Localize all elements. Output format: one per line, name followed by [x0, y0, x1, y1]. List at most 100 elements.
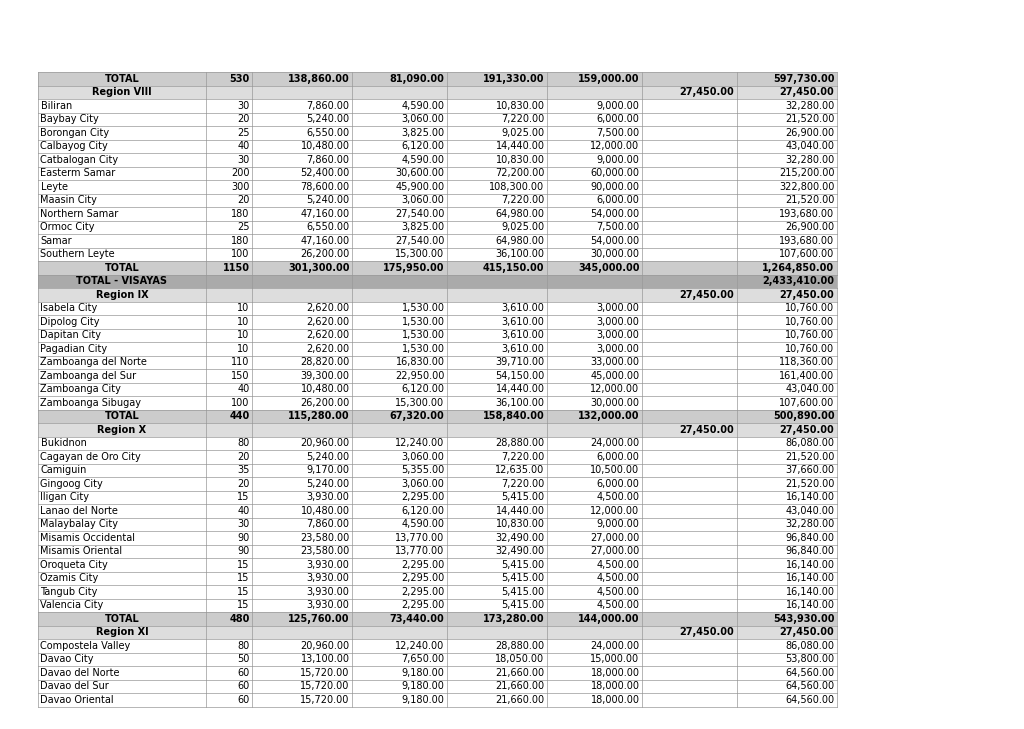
Text: 18,050.00: 18,050.00 — [496, 654, 545, 664]
Text: Biliran: Biliran — [41, 101, 72, 111]
Text: 5,240.00: 5,240.00 — [306, 114, 349, 124]
Text: 73,440.00: 73,440.00 — [390, 614, 444, 624]
Text: 3,060.00: 3,060.00 — [401, 452, 444, 461]
Text: Davao del Norte: Davao del Norte — [41, 668, 120, 678]
Text: Ozamis City: Ozamis City — [41, 573, 98, 583]
Text: 81,090.00: 81,090.00 — [389, 74, 444, 84]
Bar — [38, 72, 837, 85]
Text: 7,860.00: 7,860.00 — [306, 101, 349, 111]
Text: 18,000.00: 18,000.00 — [591, 668, 640, 678]
Text: 2,295.00: 2,295.00 — [401, 560, 444, 570]
Text: 108,300.00: 108,300.00 — [489, 182, 545, 192]
Text: 47,160.00: 47,160.00 — [300, 208, 349, 219]
Text: Bukidnon: Bukidnon — [41, 438, 86, 448]
Text: 2,295.00: 2,295.00 — [401, 600, 444, 610]
Text: 7,500.00: 7,500.00 — [596, 222, 640, 233]
Text: 20,960.00: 20,960.00 — [300, 438, 349, 448]
Text: 4,500.00: 4,500.00 — [597, 573, 640, 583]
Bar — [38, 679, 837, 693]
Bar — [38, 329, 837, 342]
Bar — [38, 166, 837, 180]
Text: 100: 100 — [231, 398, 250, 408]
Text: 27,000.00: 27,000.00 — [590, 533, 640, 543]
Text: 5,240.00: 5,240.00 — [306, 195, 349, 206]
Bar — [38, 585, 837, 599]
Text: Ormoc City: Ormoc City — [41, 222, 95, 233]
Text: 6,550.00: 6,550.00 — [306, 222, 349, 233]
Bar — [38, 248, 837, 261]
Text: 64,560.00: 64,560.00 — [785, 695, 835, 705]
Text: 27,450.00: 27,450.00 — [680, 627, 734, 637]
Text: 24,000.00: 24,000.00 — [591, 641, 640, 651]
Text: 9,180.00: 9,180.00 — [401, 681, 444, 691]
Text: 36,100.00: 36,100.00 — [496, 398, 545, 408]
Text: 180: 180 — [231, 208, 250, 219]
Text: 1,264,850.00: 1,264,850.00 — [763, 262, 835, 273]
Text: 138,860.00: 138,860.00 — [288, 74, 349, 84]
Text: 20: 20 — [238, 479, 250, 488]
Text: 1,530.00: 1,530.00 — [401, 330, 444, 340]
Text: 25: 25 — [237, 222, 250, 233]
Text: Davao del Sur: Davao del Sur — [41, 681, 110, 691]
Text: 43,040.00: 43,040.00 — [785, 506, 835, 515]
Text: 175,950.00: 175,950.00 — [383, 262, 444, 273]
Text: 15,000.00: 15,000.00 — [591, 654, 640, 664]
Bar — [38, 504, 837, 518]
Text: 54,150.00: 54,150.00 — [496, 371, 545, 381]
Text: 16,140.00: 16,140.00 — [785, 600, 835, 610]
Bar — [38, 85, 837, 99]
Text: 21,660.00: 21,660.00 — [496, 668, 545, 678]
Text: 12,000.00: 12,000.00 — [591, 141, 640, 151]
Text: 4,500.00: 4,500.00 — [597, 560, 640, 570]
Text: 14,440.00: 14,440.00 — [496, 506, 545, 515]
Bar — [38, 572, 837, 585]
Text: 45,900.00: 45,900.00 — [395, 182, 444, 192]
Text: 13,100.00: 13,100.00 — [300, 654, 349, 664]
Text: 6,000.00: 6,000.00 — [597, 479, 640, 488]
Bar — [38, 220, 837, 234]
Text: 10,830.00: 10,830.00 — [496, 101, 545, 111]
Text: 215,200.00: 215,200.00 — [779, 168, 835, 179]
Text: 6,000.00: 6,000.00 — [597, 452, 640, 461]
Text: 32,280.00: 32,280.00 — [785, 155, 835, 165]
Bar — [38, 342, 837, 356]
Text: 115,280.00: 115,280.00 — [288, 411, 349, 421]
Bar — [38, 315, 837, 329]
Text: 43,040.00: 43,040.00 — [785, 141, 835, 151]
Bar — [38, 693, 837, 706]
Text: 54,000.00: 54,000.00 — [591, 235, 640, 246]
Text: 3,610.00: 3,610.00 — [502, 303, 545, 313]
Bar — [38, 464, 837, 477]
Bar — [38, 625, 837, 639]
Text: 60: 60 — [238, 668, 250, 678]
Text: Dipolog City: Dipolog City — [41, 316, 100, 327]
Bar — [38, 112, 837, 126]
Text: 20: 20 — [238, 195, 250, 206]
Text: 10,760.00: 10,760.00 — [785, 316, 835, 327]
Text: 5,415.00: 5,415.00 — [502, 560, 545, 570]
Text: 16,140.00: 16,140.00 — [785, 587, 835, 597]
Text: 110: 110 — [231, 357, 250, 367]
Text: 193,680.00: 193,680.00 — [779, 208, 835, 219]
Text: 13,770.00: 13,770.00 — [395, 533, 444, 543]
Text: Davao City: Davao City — [41, 654, 94, 664]
Text: 4,500.00: 4,500.00 — [597, 492, 640, 502]
Text: 21,660.00: 21,660.00 — [496, 681, 545, 691]
Text: 78,600.00: 78,600.00 — [300, 182, 349, 192]
Text: 5,415.00: 5,415.00 — [502, 573, 545, 583]
Text: Camiguin: Camiguin — [41, 465, 87, 475]
Text: 64,560.00: 64,560.00 — [785, 681, 835, 691]
Text: 12,000.00: 12,000.00 — [591, 506, 640, 515]
Text: 30: 30 — [238, 519, 250, 529]
Text: TOTAL: TOTAL — [104, 262, 139, 273]
Text: 3,000.00: 3,000.00 — [597, 344, 640, 354]
Text: 150: 150 — [231, 371, 250, 381]
Text: 132,000.00: 132,000.00 — [578, 411, 640, 421]
Bar — [38, 423, 837, 437]
Bar — [38, 139, 837, 153]
Text: 25: 25 — [237, 128, 250, 138]
Text: 26,200.00: 26,200.00 — [300, 398, 349, 408]
Text: 4,590.00: 4,590.00 — [401, 155, 444, 165]
Text: 86,080.00: 86,080.00 — [785, 641, 835, 651]
Text: Region XI: Region XI — [95, 627, 148, 637]
